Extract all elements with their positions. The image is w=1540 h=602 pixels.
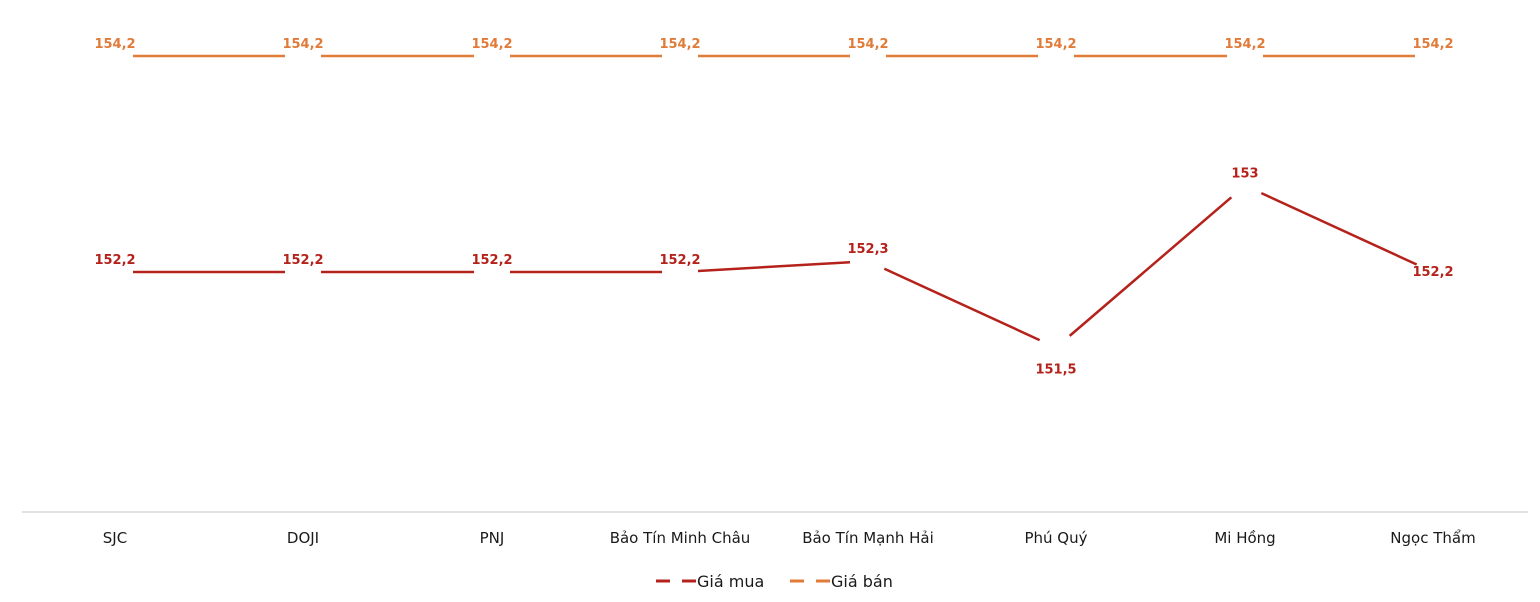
x-tick-label: DOJI <box>287 529 319 547</box>
data-label: 153 <box>1231 167 1258 182</box>
data-label: 152,2 <box>1412 265 1453 280</box>
x-tick-label: Ngọc Thẩm <box>1390 529 1475 547</box>
legend-buy-label: Giá mua <box>697 572 764 591</box>
series-line-segment <box>883 267 1041 342</box>
x-tick-label: Bảo Tín Mạnh Hải <box>802 529 934 547</box>
data-label: 154,2 <box>94 37 135 52</box>
x-tick-label: SJC <box>103 529 127 547</box>
data-label: 152,3 <box>847 242 888 257</box>
data-label: 154,2 <box>1412 37 1453 52</box>
legend-sell-label: Giá bán <box>831 572 893 591</box>
data-label: 154,2 <box>282 37 323 52</box>
data-label: 152,2 <box>659 253 700 268</box>
series-line-segment <box>697 260 851 273</box>
data-label: 154,2 <box>471 37 512 52</box>
x-tick-label: Bảo Tín Minh Châu <box>610 529 751 547</box>
data-label: 154,2 <box>1224 37 1265 52</box>
data-label: 154,2 <box>1035 37 1076 52</box>
data-label: 151,5 <box>1035 363 1076 378</box>
data-label: 152,2 <box>282 253 323 268</box>
legend: Giá mua Giá bán <box>656 572 893 591</box>
data-label: 154,2 <box>847 37 888 52</box>
x-tick-label: Mi Hồng <box>1214 529 1275 547</box>
series-line-segment <box>1260 191 1418 266</box>
x-tick-label: Phú Quý <box>1024 529 1087 547</box>
series-line-segment <box>1068 196 1233 337</box>
data-label: 152,2 <box>94 253 135 268</box>
data-label: 152,2 <box>471 253 512 268</box>
x-tick-label: PNJ <box>480 529 505 547</box>
data-label: 154,2 <box>659 37 700 52</box>
